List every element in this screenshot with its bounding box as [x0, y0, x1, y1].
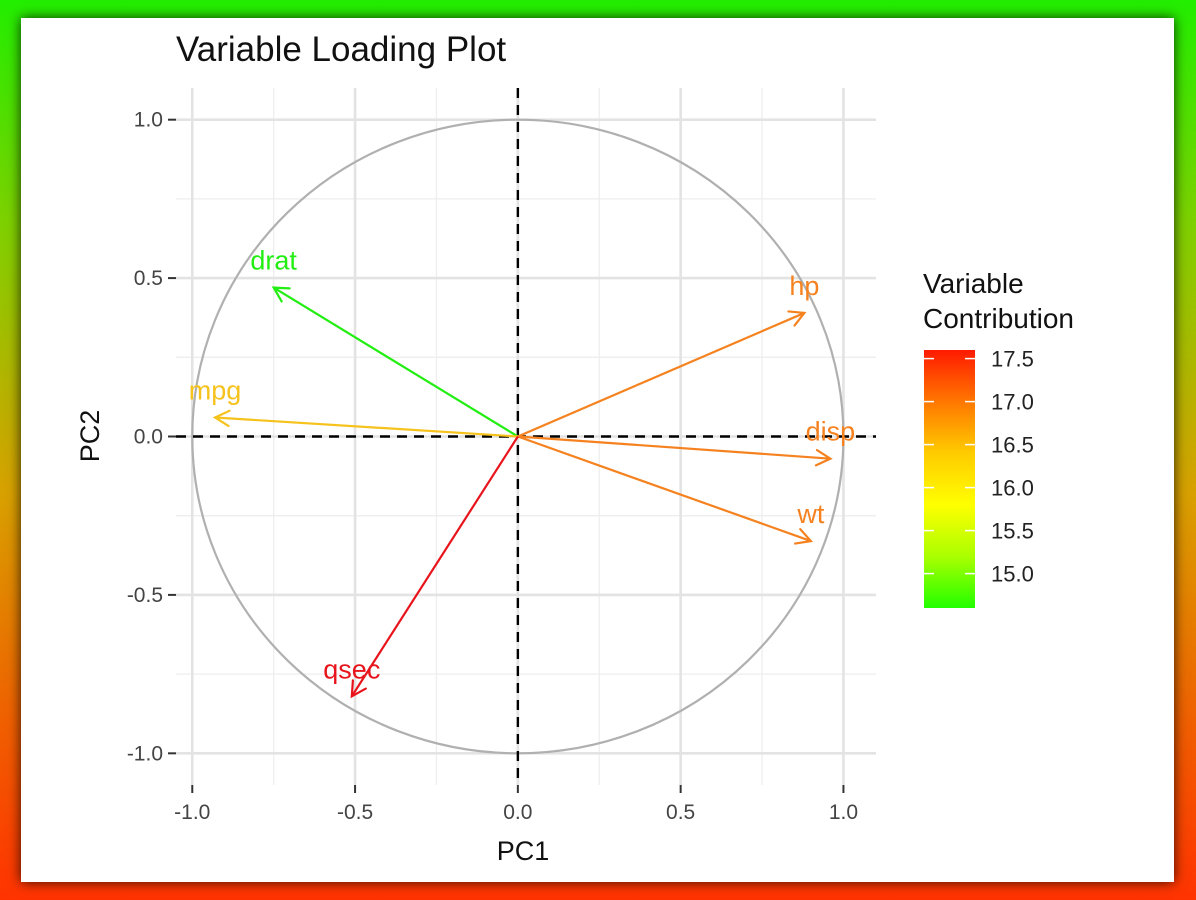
legend-tick-label: 15.0: [991, 562, 1034, 587]
loading-plot-chart: Variable Loading Plot -1.0 -0.5 0.0 0.5 1.0-…: [75, 30, 1074, 866]
arrowhead-disp: [814, 448, 833, 467]
loading-arrow-qsec: [350, 435, 519, 697]
legend-colorbar: [924, 350, 975, 608]
loading-arrow-disp: [517, 435, 831, 460]
legend-tick-label: 17.5: [991, 347, 1034, 372]
legend-tick-label: 17.0: [991, 390, 1034, 415]
loading-arrow-mpg: [215, 416, 518, 438]
variable-label-disp: disp: [806, 417, 856, 447]
variable-label-qsec: qsec: [323, 654, 380, 684]
variable-labels: drat hp mpg disp wt qsec: [189, 246, 855, 685]
variable-label-drat: drat: [250, 246, 297, 276]
y-tick-label: -1.0: [127, 742, 163, 765]
loading-arrow-wt: [517, 435, 812, 543]
x-tick-label: -1.0: [174, 801, 210, 824]
legend-tick-label: 15.5: [991, 519, 1034, 544]
legend-title-line-2: Contribution: [923, 303, 1074, 334]
y-tick-label: -0.5: [127, 584, 163, 607]
variable-label-hp: hp: [789, 271, 819, 301]
x-tick-label: 0.0: [503, 801, 532, 824]
legend: Variable Contribution 17.5 17.0 16.5 16.0 15…: [923, 268, 1074, 608]
arrowhead-qsec: [350, 679, 367, 699]
variable-label-wt: wt: [796, 499, 824, 529]
legend-tick-label: 16.0: [991, 476, 1034, 501]
y-tick-label: 0.0: [134, 426, 163, 449]
loading-arrow-hp: [517, 311, 805, 438]
x-tick-label: -0.5: [337, 801, 373, 824]
legend-ticks: 17.5 17.0 16.5 16.0 15.5 15.0: [924, 347, 1034, 587]
x-axis-title: PC1: [497, 836, 550, 866]
loading-arrows: [212, 286, 833, 699]
chart-title: Variable Loading Plot: [176, 30, 506, 69]
arrowhead-wt: [793, 528, 814, 545]
y-axis-title: PC2: [75, 410, 105, 463]
x-tick-label: 1.0: [829, 801, 858, 824]
x-tick-label: 0.5: [666, 801, 695, 824]
chart-frame: Variable Loading Plot -1.0 -0.5 0.0 0.5 1.0-…: [21, 18, 1174, 882]
legend-title: Variable Contribution: [923, 268, 1074, 334]
legend-title-line-1: Variable: [923, 268, 1024, 299]
variable-label-mpg: mpg: [189, 375, 242, 405]
arrowhead-hp: [787, 310, 807, 327]
arrowhead-drat: [271, 286, 291, 303]
arrowhead-mpg: [212, 409, 231, 428]
legend-tick-label: 16.5: [991, 433, 1034, 458]
y-tick-label: 1.0: [134, 109, 163, 132]
y-tick-label: 0.5: [134, 267, 163, 290]
axes: -1.0 -0.5 0.0 0.5 1.0 -1.0 -0.5 0.0 0.5 1.0: [127, 109, 858, 824]
loading-arrow-drat: [273, 286, 519, 438]
